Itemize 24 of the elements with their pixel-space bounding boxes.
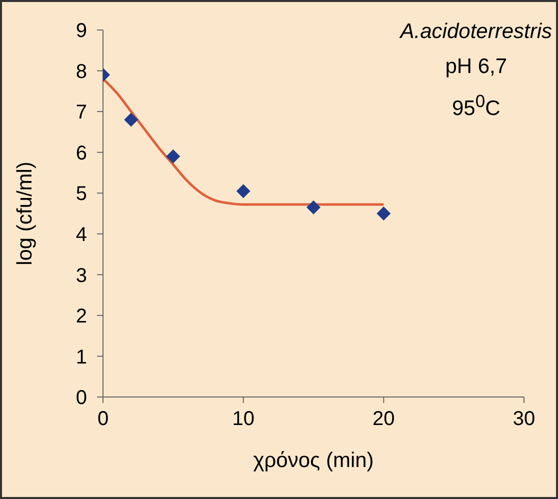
point: [306, 200, 320, 214]
point: [376, 206, 391, 220]
x-axis-title: χρόνος (min): [253, 449, 374, 472]
y-axis-title: log (cfu/ml): [13, 162, 36, 266]
point: [124, 112, 138, 127]
y-tick-label: 2: [76, 306, 87, 328]
annotation: 95$^{0}$C: [451, 90, 502, 122]
y-tick-label: 5: [76, 183, 87, 206]
x-tick-label: 30: [512, 408, 536, 430]
x-tick-label: 20: [372, 408, 395, 430]
y-tick-label: 7: [76, 102, 87, 124]
y-tick-label: 4: [76, 224, 87, 246]
annotation: pH 6,7: [444, 54, 508, 80]
y-tick-label: 6: [76, 142, 87, 164]
point: [166, 149, 180, 164]
y-tick-label: 9: [76, 20, 87, 42]
x-tick-label: 10: [232, 408, 254, 430]
y-tick-label: 1: [76, 346, 87, 368]
y-tick-label: 3: [76, 264, 87, 287]
point: [236, 184, 250, 198]
x-tick-label: 0: [97, 408, 109, 430]
y-tick-label: 8: [76, 60, 87, 83]
y-tick-label: 0: [76, 387, 87, 410]
annotation: A.acidoterrestris: [400, 19, 552, 45]
